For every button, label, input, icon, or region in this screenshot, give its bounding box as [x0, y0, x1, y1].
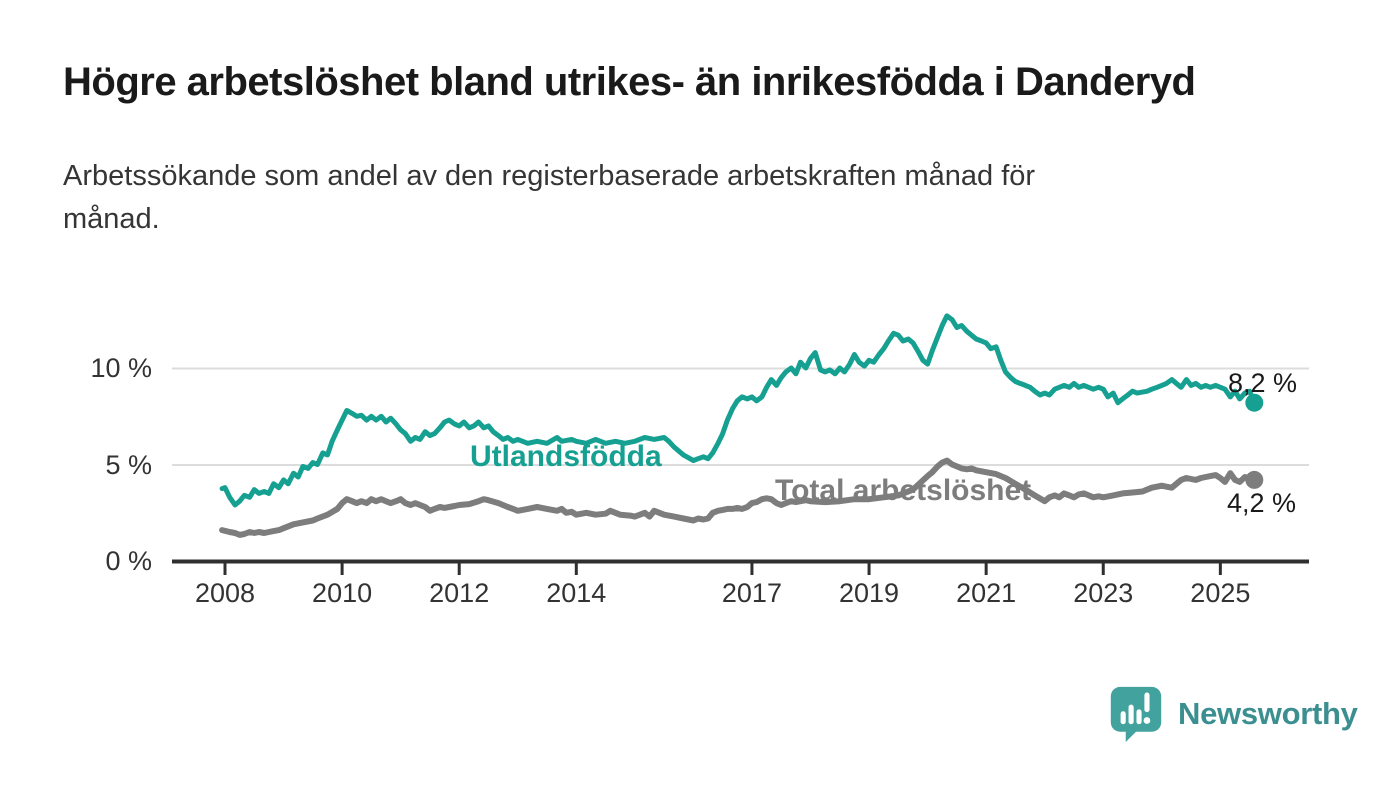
x-axis-label-2017: 2017 — [721, 578, 782, 608]
chart-subtitle: Arbetssökande som andel av den registerb… — [63, 155, 1283, 241]
y-axis-label-5: 5 % — [105, 449, 152, 480]
x-axis-label-2008: 2008 — [194, 578, 256, 608]
x-axis-label-2014: 2014 — [546, 578, 607, 608]
newsworthy-logo-icon — [1110, 686, 1162, 742]
end-value-label-utlandsfodda: 8,2 % — [1228, 368, 1298, 398]
x-axis-label-2012: 2012 — [429, 578, 490, 608]
x-axis-label-2025: 2025 — [1190, 578, 1251, 608]
series-label-utlandsfodda: Utlandsfödda — [470, 440, 662, 473]
x-axis-label-2019: 2019 — [839, 578, 900, 608]
y-axis-label-0: 0 % — [105, 546, 152, 576]
x-axis-label-2023: 2023 — [1073, 578, 1134, 608]
end-dot-utlandsfodda — [1245, 393, 1264, 412]
series-label-total-arbetsloshet: Total arbetslöshet — [775, 474, 1032, 507]
chart-subtitle-line: Arbetssökande som andel av den registerb… — [63, 160, 1036, 192]
newsworthy-wordmark: Newsworthy — [1178, 696, 1358, 731]
y-axis-label-10: 10 % — [90, 353, 152, 383]
chart-subtitle-line: månad. — [63, 203, 160, 235]
line-series-total — [219, 457, 1258, 538]
page-title: Högre arbetslöshet bland utrikes- än inr… — [63, 60, 1196, 104]
x-axis-label-2010: 2010 — [312, 578, 373, 608]
end-value-label-total: 4,2 % — [1227, 488, 1297, 518]
newsworthy-brand: Newsworthy — [1108, 684, 1358, 744]
line-series-utlandsfodda — [219, 313, 1257, 508]
x-axis-label-2021: 2021 — [956, 578, 1017, 608]
end-dot-total — [1245, 470, 1264, 489]
